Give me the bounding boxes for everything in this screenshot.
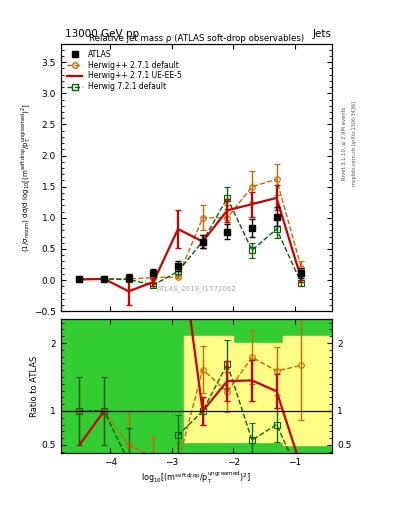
Text: Jets: Jets <box>312 29 331 39</box>
Title: Relative jet mass ρ (ATLAS soft-drop observables): Relative jet mass ρ (ATLAS soft-drop obs… <box>89 34 304 42</box>
Text: Rivet 3.1.10, ≥ 2.9M events: Rivet 3.1.10, ≥ 2.9M events <box>342 106 347 180</box>
Text: mcplots.cern.ch [arXiv:1306.3436]: mcplots.cern.ch [arXiv:1306.3436] <box>352 101 357 186</box>
X-axis label: log$_{10}$[(m$^{\rm soft\,drop}$/p$_{\rm T}^{\rm ungroomed}$)$^2$]: log$_{10}$[(m$^{\rm soft\,drop}$/p$_{\rm… <box>141 470 252 486</box>
Legend: ATLAS, Herwig++ 2.7.1 default, Herwig++ 2.7.1 UE-EE-5, Herwig 7.2.1 default: ATLAS, Herwig++ 2.7.1 default, Herwig++ … <box>65 47 184 94</box>
Y-axis label: (1/σ$_{\rm resum}$) dσ/d log$_{10}$[(m$^{\rm soft\,drop}$/p$_{\rm T}^{\rm ungroo: (1/σ$_{\rm resum}$) dσ/d log$_{10}$[(m$^… <box>19 103 33 252</box>
Y-axis label: Ratio to ATLAS: Ratio to ATLAS <box>30 355 39 417</box>
Text: ATLAS_2019_I1772062: ATLAS_2019_I1772062 <box>157 286 236 292</box>
Text: 13000 GeV pp: 13000 GeV pp <box>65 29 139 39</box>
